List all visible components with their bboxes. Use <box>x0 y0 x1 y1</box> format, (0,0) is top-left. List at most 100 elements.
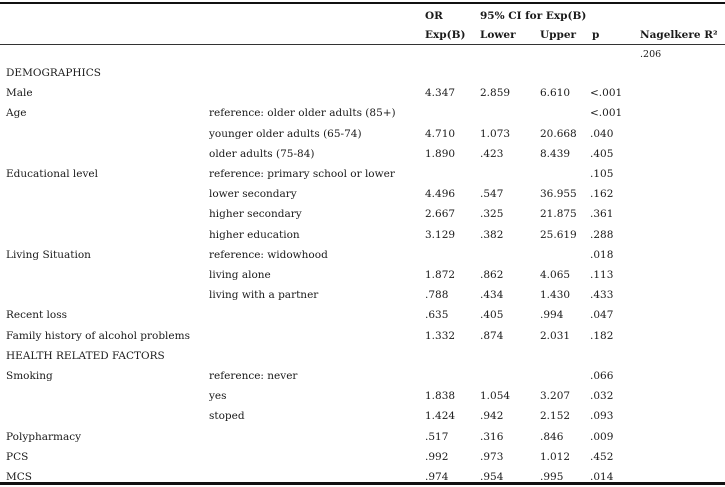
row-lower: .942 <box>480 410 504 422</box>
row-upper: 21.875 <box>540 208 577 220</box>
header-nagelkerke: Nagelkere R² <box>640 29 718 41</box>
row-or: 1.838 <box>425 390 456 402</box>
row-p: .113 <box>590 269 614 281</box>
row-label: Recent loss <box>6 309 67 321</box>
row-label: Male <box>6 87 33 99</box>
row-p: .105 <box>590 168 614 180</box>
row-or: .974 <box>425 471 449 483</box>
row-p: .093 <box>590 410 614 422</box>
row-p: .014 <box>590 471 614 483</box>
row-lower: .954 <box>480 471 504 483</box>
row-lower: .874 <box>480 330 504 342</box>
header-p: p <box>592 29 600 41</box>
bottom-rule <box>0 482 725 485</box>
row-label: Age <box>6 107 27 119</box>
row-label: DEMOGRAPHICS <box>6 67 101 79</box>
row-sublabel: reference: primary school or lower <box>209 168 395 180</box>
row-sublabel: living alone <box>209 269 271 281</box>
row-p: .452 <box>590 451 614 463</box>
row-sublabel: lower secondary <box>209 188 297 200</box>
row-lower: .382 <box>480 229 504 241</box>
row-sublabel: higher education <box>209 229 300 241</box>
row-lower: .325 <box>480 208 504 220</box>
row-label: MCS <box>6 471 32 483</box>
row-upper: .846 <box>540 431 564 443</box>
row-upper: 8.439 <box>540 148 571 160</box>
row-label: Educational level <box>6 168 98 180</box>
row-label: Living Situation <box>6 249 91 261</box>
row-upper: .995 <box>540 471 564 483</box>
row-lower: .316 <box>480 431 504 443</box>
row-upper: 2.031 <box>540 330 571 342</box>
row-p: .288 <box>590 229 614 241</box>
row-label: HEALTH RELATED FACTORS <box>6 350 165 362</box>
header-upper: Upper <box>540 29 577 41</box>
row-p: <.001 <box>590 107 623 119</box>
row-p: .066 <box>590 370 614 382</box>
row-sublabel: stoped <box>209 410 245 422</box>
row-lower: .405 <box>480 309 504 321</box>
row-or: 1.872 <box>425 269 456 281</box>
row-label: Polypharmacy <box>6 431 82 443</box>
row-p: .040 <box>590 128 614 140</box>
row-sublabel: reference: never <box>209 370 298 382</box>
row-sublabel: yes <box>209 390 227 402</box>
row-p: <.001 <box>590 87 623 99</box>
row-or: 1.890 <box>425 148 456 160</box>
header-lower: Lower <box>480 29 516 41</box>
row-or: .788 <box>425 289 449 301</box>
row-or: 1.332 <box>425 330 456 342</box>
row-lower: .862 <box>480 269 504 281</box>
row-upper: 25.619 <box>540 229 577 241</box>
row-upper: 20.668 <box>540 128 577 140</box>
row-lower: .973 <box>480 451 504 463</box>
row-or: .517 <box>425 431 449 443</box>
row-or: 4.496 <box>425 188 456 200</box>
row-p: .361 <box>590 208 614 220</box>
row-sublabel: reference: widowhood <box>209 249 328 261</box>
row-lower: 1.054 <box>480 390 511 402</box>
row-upper: 1.430 <box>540 289 571 301</box>
row-label: Smoking <box>6 370 53 382</box>
row-sublabel: living with a partner <box>209 289 319 301</box>
row-or: .992 <box>425 451 449 463</box>
row-or: 2.667 <box>425 208 456 220</box>
row-or: 3.129 <box>425 229 456 241</box>
row-sublabel: younger older adults (65-74) <box>209 128 362 140</box>
row-p: .018 <box>590 249 614 261</box>
nagelkerke-value: .206 <box>640 49 662 60</box>
row-lower: 1.073 <box>480 128 511 140</box>
row-sublabel: older adults (75-84) <box>209 148 315 160</box>
row-sublabel: reference: older older adults (85+) <box>209 107 396 119</box>
header-or: OR <box>425 10 443 22</box>
row-sublabel: higher secondary <box>209 208 302 220</box>
row-upper: 4.065 <box>540 269 571 281</box>
row-p: .009 <box>590 431 614 443</box>
row-p: .433 <box>590 289 614 301</box>
header-exp: Exp(B) <box>425 29 466 41</box>
row-upper: 6.610 <box>540 87 571 99</box>
header-ci: 95% CI for Exp(B) <box>480 10 587 22</box>
row-p: .047 <box>590 309 614 321</box>
header-rule <box>0 44 725 45</box>
row-or: 4.347 <box>425 87 456 99</box>
row-upper: 1.012 <box>540 451 571 463</box>
row-p: .032 <box>590 390 614 402</box>
row-upper: 36.955 <box>540 188 577 200</box>
row-p: .405 <box>590 148 614 160</box>
row-p: .162 <box>590 188 614 200</box>
row-or: 1.424 <box>425 410 456 422</box>
row-or: 4.710 <box>425 128 456 140</box>
row-lower: .434 <box>480 289 504 301</box>
row-upper: 2.152 <box>540 410 571 422</box>
row-lower: .423 <box>480 148 504 160</box>
row-lower: 2.859 <box>480 87 511 99</box>
row-label: PCS <box>6 451 29 463</box>
row-upper: 3.207 <box>540 390 571 402</box>
row-label: Family history of alcohol problems <box>6 330 190 342</box>
row-p: .182 <box>590 330 614 342</box>
row-upper: .994 <box>540 309 564 321</box>
top-rule <box>0 2 725 4</box>
row-lower: .547 <box>480 188 504 200</box>
